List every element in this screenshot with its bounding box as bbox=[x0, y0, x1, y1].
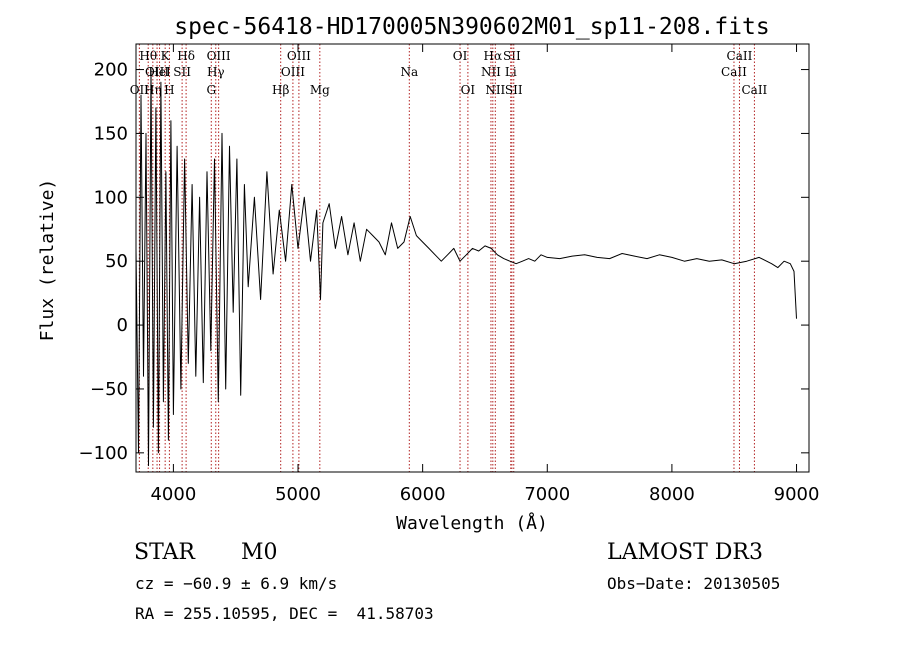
emission-line-label: Mg bbox=[310, 83, 330, 97]
y-axis-label: Flux (relative) bbox=[37, 179, 58, 342]
emission-line-label: Hβ bbox=[272, 83, 289, 97]
emission-line-label: CaII bbox=[727, 49, 753, 63]
emission-line-label: CaII bbox=[721, 65, 747, 79]
emission-line-label: Hθ bbox=[139, 49, 157, 63]
x-axis-label: Wavelength (Å) bbox=[396, 512, 548, 534]
chart-title: spec-56418-HD170005N390602M01_sp11-208.f… bbox=[174, 14, 769, 40]
y-tick-label: 200 bbox=[94, 60, 128, 81]
emission-line-label: SII bbox=[505, 83, 523, 97]
y-tick-label: −100 bbox=[79, 443, 128, 464]
emission-line-label: OII bbox=[130, 83, 150, 97]
emission-line-label: G bbox=[206, 83, 216, 97]
observation-date: Obs−Date: 20130505 bbox=[607, 574, 781, 593]
emission-line-label: NII bbox=[485, 83, 505, 97]
emission-line-label: NII bbox=[481, 65, 501, 79]
emission-line-markers: OIIHθHηOIIIHeIKHSIIHδGHγOIIIHβOIIIOIIIMg… bbox=[130, 44, 768, 472]
y-axis-ticks: −100 −50 0 50 100 150 200 bbox=[79, 60, 809, 464]
emission-line-label: Hα bbox=[484, 49, 503, 63]
x-tick-label: 9000 bbox=[774, 484, 820, 505]
emission-line-label: HeI bbox=[148, 65, 171, 79]
emission-line-label: Li bbox=[505, 65, 517, 79]
x-tick-label: 8000 bbox=[649, 484, 695, 505]
emission-line-label: OI bbox=[461, 83, 476, 97]
x-tick-label: 7000 bbox=[524, 484, 570, 505]
emission-line-label: SII bbox=[503, 49, 521, 63]
emission-line-label: OIII bbox=[281, 65, 305, 79]
emission-line-label: K bbox=[161, 49, 171, 63]
survey-name: LAMOST DR3 bbox=[607, 540, 763, 565]
redshift-cz: cz = −60.9 ± 6.9 km/s bbox=[135, 574, 338, 593]
plot-frame bbox=[135, 43, 810, 473]
y-tick-label: 150 bbox=[94, 123, 128, 144]
y-tick-label: 50 bbox=[105, 251, 128, 272]
y-tick-label: 100 bbox=[94, 187, 128, 208]
spectrum-series bbox=[135, 69, 797, 467]
object-class: STAR bbox=[134, 540, 195, 565]
y-tick-label: −50 bbox=[90, 379, 128, 400]
x-tick-label: 6000 bbox=[400, 484, 446, 505]
emission-line-label: H bbox=[164, 83, 174, 97]
x-tick-label: 4000 bbox=[150, 484, 196, 505]
emission-line-label: Na bbox=[400, 65, 418, 79]
emission-line-label: SII bbox=[173, 65, 191, 79]
emission-line-label: Hη bbox=[144, 83, 162, 97]
x-axis-ticks: 4000 5000 6000 7000 8000 9000 bbox=[150, 44, 819, 505]
coordinates: RA = 255.10595, DEC = 41.58703 bbox=[135, 604, 434, 623]
emission-line-label: Hγ bbox=[207, 65, 225, 79]
y-tick-label: 0 bbox=[117, 315, 128, 336]
emission-line-label: OI bbox=[453, 49, 468, 63]
emission-line-label: CaII bbox=[741, 83, 767, 97]
emission-line-label: OIII bbox=[287, 49, 311, 63]
emission-line-label: OIII bbox=[207, 49, 231, 63]
object-subclass: M0 bbox=[241, 540, 278, 565]
x-tick-label: 5000 bbox=[275, 484, 321, 505]
flux-series-line bbox=[135, 69, 797, 467]
emission-line-label: Hδ bbox=[177, 49, 195, 63]
